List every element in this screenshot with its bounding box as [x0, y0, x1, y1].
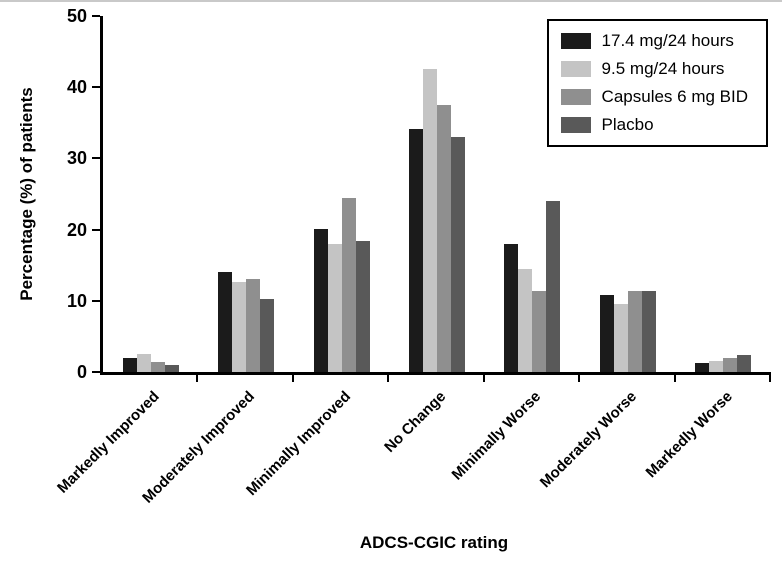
bar	[218, 272, 233, 372]
bar	[450, 137, 465, 372]
bar	[613, 304, 628, 372]
bar-group	[485, 16, 580, 372]
legend-swatch	[560, 61, 591, 77]
bar	[341, 197, 356, 372]
x-tick-mark	[578, 375, 581, 382]
x-tick-mark	[387, 375, 390, 382]
y-tick-label: 30	[66, 148, 87, 169]
legend-swatch	[560, 117, 591, 133]
x-tick-mark	[196, 375, 199, 382]
x-category-label-text: No Change	[381, 388, 450, 457]
y-tick-label: 40	[66, 77, 87, 98]
bar-group	[389, 16, 484, 372]
legend-label: Capsules 6 mg BID	[601, 87, 748, 106]
y-tick-label: 50	[66, 6, 87, 26]
legend-item: 17.4 mg/24 hours	[560, 31, 748, 51]
legend: 17.4 mg/24 hours 9.5 mg/24 hours Capsules …	[546, 19, 768, 147]
bar-group	[676, 16, 771, 372]
y-tick-label: 20	[66, 219, 87, 240]
bar	[737, 354, 752, 372]
legend-label: Placbo	[601, 115, 654, 134]
bar-group	[198, 16, 293, 372]
y-tick-mark	[92, 157, 100, 160]
bar	[122, 357, 137, 372]
bar	[246, 279, 261, 372]
y-tick-label: 0	[76, 362, 87, 382]
x-category-label-text: Markedly Worse	[642, 388, 736, 482]
bar	[436, 105, 451, 372]
y-tick-mark	[92, 371, 100, 373]
y-tick-mark	[92, 228, 100, 231]
bar	[709, 361, 724, 372]
y-axis-title: Percentage (%) of patients	[17, 87, 36, 301]
y-tick-mark	[92, 299, 100, 302]
x-category-label-text: Minimally Improved	[242, 388, 354, 500]
x-tick-mark	[482, 375, 485, 382]
bar	[599, 295, 614, 372]
bar	[627, 290, 642, 372]
y-tick-label: 10	[66, 290, 87, 311]
bar	[313, 228, 328, 372]
legend-label: 17.4 mg/24 hours	[601, 31, 734, 50]
bar	[422, 69, 437, 372]
legend-item: 9.5 mg/24 hours	[560, 59, 748, 79]
bar-group	[103, 16, 198, 372]
bar-group	[294, 16, 389, 372]
legend-label: 9.5 mg/24 hours	[601, 59, 725, 78]
legend-swatch	[560, 33, 591, 49]
bar	[150, 362, 165, 372]
bar	[232, 281, 247, 372]
legend-item: Capsules 6 mg BID	[560, 87, 748, 107]
bar	[355, 241, 370, 372]
x-tick-mark	[291, 375, 294, 382]
bar	[518, 269, 533, 372]
x-category-label-text: Moderately Improved	[139, 388, 259, 507]
x-tick-mark	[769, 375, 771, 382]
bar	[546, 201, 561, 372]
bar	[260, 299, 275, 372]
bar	[164, 364, 179, 372]
bar	[504, 243, 519, 372]
bar	[695, 363, 710, 372]
y-tick-mark	[92, 15, 100, 17]
x-axis-title: ADCS-CGIC rating	[359, 533, 509, 552]
x-tick-mark	[673, 375, 676, 382]
bar	[408, 128, 423, 372]
bar	[723, 357, 738, 372]
plot-area: 17.4 mg/24 hours 9.5 mg/24 hours Capsules …	[54, 7, 771, 507]
x-category-label-text: Moderately Worse	[536, 388, 640, 492]
y-tick-mark	[92, 86, 100, 89]
bar	[641, 290, 656, 372]
x-category-label-text: Minimally Worse	[448, 388, 545, 484]
legend-item: Placbo	[560, 115, 748, 135]
bar-group	[580, 16, 675, 372]
bar	[136, 354, 151, 372]
legend-swatch	[560, 89, 591, 105]
bar	[327, 243, 342, 372]
x-category-label-text: Markedly Improved	[54, 388, 163, 497]
bar	[532, 290, 547, 372]
